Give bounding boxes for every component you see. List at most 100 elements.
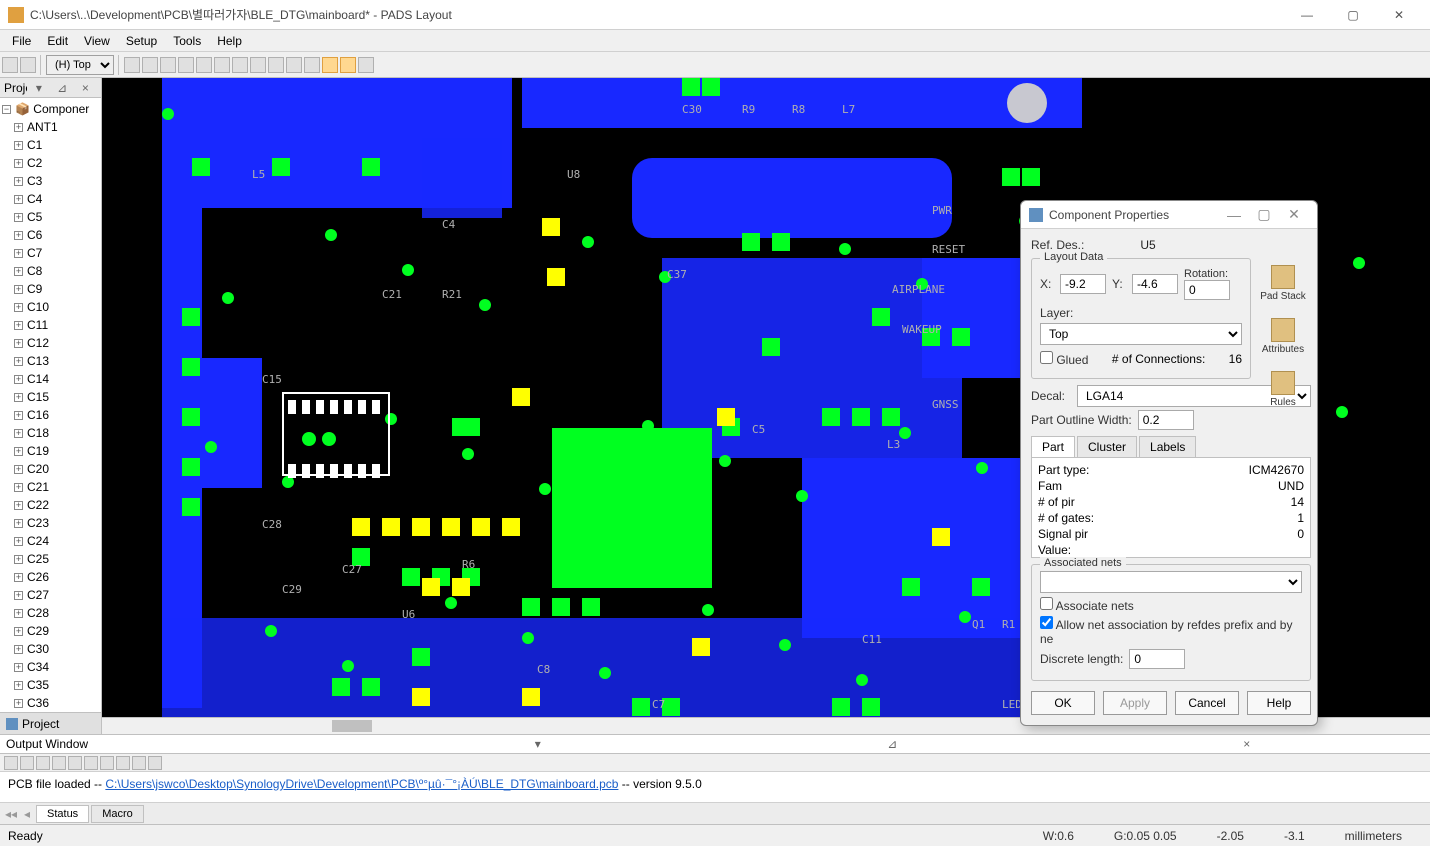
tree-item[interactable]: +C6 — [0, 226, 101, 244]
tree-item[interactable]: +C2 — [0, 154, 101, 172]
minimize-button[interactable]: — — [1284, 0, 1330, 30]
output-menu-button[interactable]: ▾ — [361, 737, 716, 751]
menu-view[interactable]: View — [76, 32, 118, 50]
tree-item[interactable]: +C16 — [0, 406, 101, 424]
x-input[interactable] — [1060, 274, 1106, 294]
dialog-tab-part[interactable]: Part — [1031, 436, 1075, 457]
tree-item[interactable]: +C35 — [0, 676, 101, 694]
output-tb-7[interactable] — [100, 756, 114, 770]
panel-close-button[interactable]: × — [74, 81, 97, 95]
toolbar-button-2[interactable] — [20, 57, 36, 73]
tree-item[interactable]: +C22 — [0, 496, 101, 514]
output-close-button[interactable]: × — [1070, 737, 1425, 751]
output-tb-9[interactable] — [132, 756, 146, 770]
ok-button[interactable]: OK — [1031, 691, 1095, 715]
close-button[interactable]: ✕ — [1376, 0, 1422, 30]
output-tb-4[interactable] — [52, 756, 66, 770]
toolbar-button-8[interactable] — [214, 57, 230, 73]
toolbar-button-12[interactable] — [286, 57, 302, 73]
output-tb-10[interactable] — [148, 756, 162, 770]
attributes-button[interactable]: Attributes — [1257, 318, 1309, 355]
tree-item[interactable]: +C7 — [0, 244, 101, 262]
tree-item[interactable]: +C36 — [0, 694, 101, 712]
output-tab-macro[interactable]: Macro — [91, 805, 144, 823]
tree-item[interactable]: +C12 — [0, 334, 101, 352]
tree-item[interactable]: +C11 — [0, 316, 101, 334]
tree-item[interactable]: +C19 — [0, 442, 101, 460]
y-input[interactable] — [1132, 274, 1178, 294]
toolbar-button-6[interactable] — [178, 57, 194, 73]
apply-button[interactable]: Apply — [1103, 691, 1167, 715]
rotation-input[interactable] — [1184, 280, 1230, 300]
toolbar-button-3[interactable] — [124, 57, 140, 73]
toolbar-button-14[interactable] — [322, 57, 338, 73]
tree-item[interactable]: +C24 — [0, 532, 101, 550]
output-tb-1[interactable] — [4, 756, 18, 770]
component-tree[interactable]: −📦 Componer+ANT1+C1+C2+C3+C4+C5+C6+C7+C8… — [0, 98, 101, 712]
tree-item[interactable]: +C14 — [0, 370, 101, 388]
tree-item[interactable]: +C21 — [0, 478, 101, 496]
output-tb-8[interactable] — [116, 756, 130, 770]
discrete-length-input[interactable] — [1129, 649, 1185, 669]
tree-item[interactable]: +C28 — [0, 604, 101, 622]
toolbar-button-4[interactable] — [142, 57, 158, 73]
tree-item[interactable]: +C23 — [0, 514, 101, 532]
menu-help[interactable]: Help — [209, 32, 250, 50]
menu-setup[interactable]: Setup — [118, 32, 165, 50]
tree-item[interactable]: +C30 — [0, 640, 101, 658]
dialog-maximize-button[interactable]: ▢ — [1249, 206, 1279, 223]
tree-item[interactable]: +C4 — [0, 190, 101, 208]
output-tb-3[interactable] — [36, 756, 50, 770]
associated-nets-select[interactable] — [1040, 571, 1302, 593]
help-button[interactable]: Help — [1247, 691, 1311, 715]
cancel-button[interactable]: Cancel — [1175, 691, 1239, 715]
toolbar-button-7[interactable] — [196, 57, 212, 73]
tree-item[interactable]: +C9 — [0, 280, 101, 298]
associate-nets-checkbox[interactable]: Associate nets — [1040, 597, 1134, 613]
outline-width-input[interactable] — [1138, 410, 1194, 430]
tree-item[interactable]: +C26 — [0, 568, 101, 586]
toolbar-button-11[interactable] — [268, 57, 284, 73]
tree-item[interactable]: +ANT1 — [0, 118, 101, 136]
toolbar-button-10[interactable] — [250, 57, 266, 73]
layer-select-dialog[interactable]: Top — [1040, 323, 1242, 345]
panel-pin-button[interactable]: ⊿ — [51, 81, 74, 95]
allow-net-association-checkbox[interactable]: Allow net association by refdes prefix a… — [1040, 616, 1302, 646]
tree-item[interactable]: +C15 — [0, 388, 101, 406]
pad-stack-button[interactable]: Pad Stack — [1257, 265, 1309, 302]
toolbar-button-9[interactable] — [232, 57, 248, 73]
glued-checkbox[interactable]: Glued — [1040, 351, 1088, 367]
tree-item[interactable]: +C25 — [0, 550, 101, 568]
project-tab[interactable]: Project — [0, 712, 101, 734]
toolbar-button-15[interactable] — [340, 57, 356, 73]
rules-button[interactable]: Rules — [1257, 371, 1309, 408]
dialog-tab-cluster[interactable]: Cluster — [1077, 436, 1137, 457]
tree-item[interactable]: +C34 — [0, 658, 101, 676]
output-tab-nav-first[interactable]: ◂◂ — [4, 807, 18, 821]
dialog-minimize-button[interactable]: — — [1219, 207, 1249, 223]
output-file-link[interactable]: C:\Users\jswco\Desktop\SynologyDrive\Dev… — [105, 777, 618, 791]
tree-item[interactable]: +C27 — [0, 586, 101, 604]
tree-item[interactable]: +C8 — [0, 262, 101, 280]
toolbar-button-13[interactable] — [304, 57, 320, 73]
toolbar-button-5[interactable] — [160, 57, 176, 73]
maximize-button[interactable]: ▢ — [1330, 0, 1376, 30]
output-tb-6[interactable] — [84, 756, 98, 770]
tree-item[interactable]: +C20 — [0, 460, 101, 478]
output-pin-button[interactable]: ⊿ — [715, 737, 1070, 751]
output-tb-2[interactable] — [20, 756, 34, 770]
tree-item[interactable]: +C5 — [0, 208, 101, 226]
tree-item[interactable]: +C1 — [0, 136, 101, 154]
output-tab-status[interactable]: Status — [36, 805, 89, 823]
menu-file[interactable]: File — [4, 32, 39, 50]
tree-root[interactable]: −📦 Componer — [0, 100, 101, 118]
tree-item[interactable]: +C29 — [0, 622, 101, 640]
dialog-title-bar[interactable]: Component Properties — ▢ ✕ — [1021, 201, 1317, 229]
menu-edit[interactable]: Edit — [39, 32, 76, 50]
output-tab-nav-prev[interactable]: ◂ — [20, 807, 34, 821]
tree-item[interactable]: +C10 — [0, 298, 101, 316]
toolbar-button-16[interactable] — [358, 57, 374, 73]
tree-item[interactable]: +C13 — [0, 352, 101, 370]
dialog-tab-labels[interactable]: Labels — [1139, 436, 1196, 457]
output-tb-5[interactable] — [68, 756, 82, 770]
